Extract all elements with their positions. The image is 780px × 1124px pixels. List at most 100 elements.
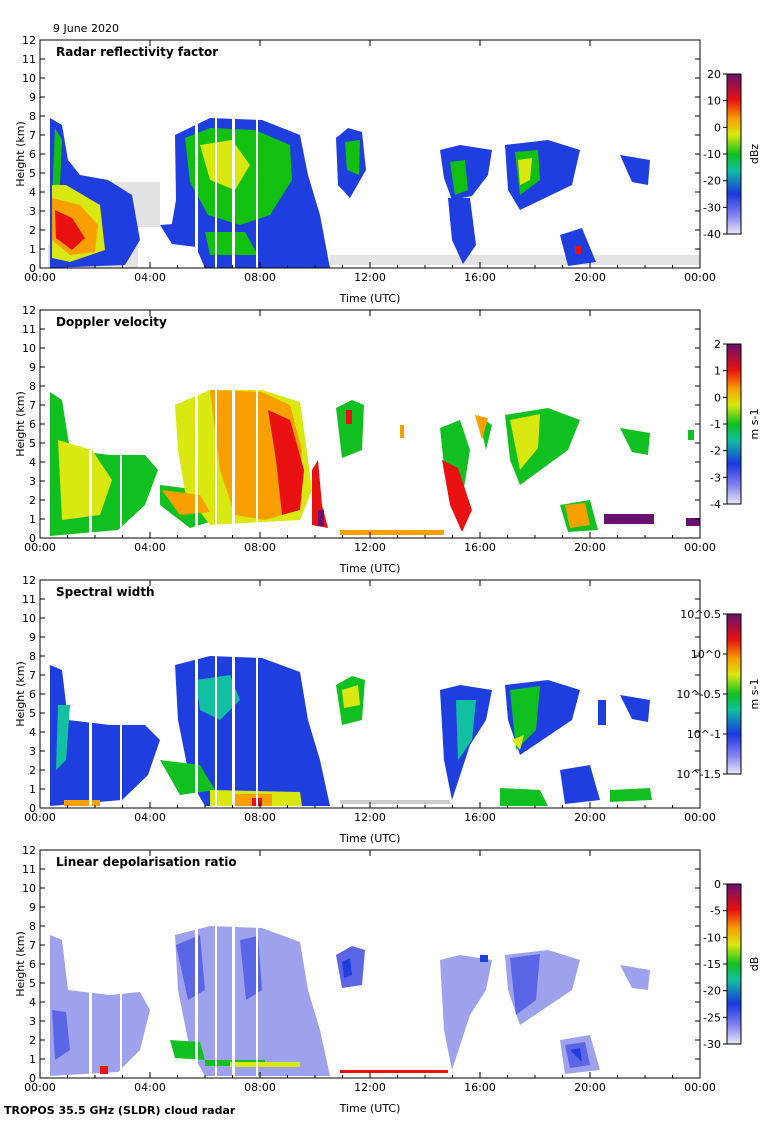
y-tick-label: 12 (22, 844, 36, 857)
x-tick-label: 12:00 (354, 541, 386, 554)
footer-label: TROPOS 35.5 GHz (SLDR) cloud radar (4, 1104, 236, 1117)
colorbar-ticks: 10^0.5 10^0 10^-0.5 10^-1 10^-1.5 (676, 608, 727, 781)
x-tick-label: 16:00 (464, 271, 496, 284)
y-tick-label: 3 (29, 1015, 36, 1028)
y-tick-label: 12 (22, 574, 36, 587)
x-tick-label: 00:00 (684, 1081, 716, 1094)
y-tick-label: 8 (29, 110, 36, 123)
x-axis: 00:00 04:00 08:00 12:00 16:00 20:00 00:00 (24, 850, 716, 1094)
x-tick-label: 00:00 (24, 541, 56, 554)
radar-echo-field (48, 118, 700, 268)
y-tick-label: 1 (29, 243, 36, 256)
colorbar (726, 73, 742, 235)
y-tick-label: 4 (29, 996, 36, 1009)
colorbar-tick-label: -2 (710, 445, 721, 458)
colorbar-tick-label: 1 (714, 365, 721, 378)
colorbar-ticks: 20 10 0 -10 -20 -30 -40 (703, 68, 727, 241)
y-tick-label: 10 (22, 882, 36, 895)
colorbar (726, 883, 742, 1045)
x-tick-label: 00:00 (684, 541, 716, 554)
y-tick-label: 0 (29, 262, 36, 275)
x-tick-label: 00:00 (24, 1081, 56, 1094)
x-tick-label: 04:00 (134, 541, 166, 554)
x-tick-label: 00:00 (24, 271, 56, 284)
colorbar-ticks: 2 1 0 -1 -2 -3 -4 (710, 338, 727, 511)
colorbar-tick-label: -10 (703, 931, 721, 944)
colorbar-tick-label: -30 (703, 1038, 721, 1051)
y-tick-label: 5 (29, 707, 36, 720)
x-tick-label: 04:00 (134, 811, 166, 824)
y-tick-label: 0 (29, 532, 36, 545)
colorbar-tick-label: 10 (707, 95, 721, 108)
y-tick-label: 4 (29, 186, 36, 199)
x-tick-label: 04:00 (134, 1081, 166, 1094)
colorbar-tick-label: 0 (714, 878, 721, 891)
y-axis-label: Height (km) (14, 931, 27, 997)
colorbar-tick-label: -5 (710, 905, 721, 918)
colorbar (726, 343, 742, 505)
panel-reflectivity: Radar reflectivity factor 01234567891011… (14, 34, 761, 305)
x-tick-label: 08:00 (244, 811, 276, 824)
panel-title: Doppler velocity (56, 315, 167, 329)
colorbar-tick-label: -3 (710, 471, 721, 484)
y-tick-label: 8 (29, 380, 36, 393)
colorbar-tick-label: -1 (710, 418, 721, 431)
y-tick-label: 10 (22, 72, 36, 85)
y-tick-label: 10 (22, 612, 36, 625)
x-axis: 00:00 04:00 08:00 12:00 16:00 20:00 00:00 (24, 580, 716, 824)
y-tick-label: 9 (29, 631, 36, 644)
y-tick-label: 6 (29, 688, 36, 701)
y-tick-label: 8 (29, 650, 36, 663)
y-tick-label: 5 (29, 437, 36, 450)
colorbar-tick-label: 10^-1 (687, 728, 721, 741)
y-tick-label: 8 (29, 920, 36, 933)
x-tick-label: 08:00 (244, 1081, 276, 1094)
panel-title: Linear depolarisation ratio (56, 855, 237, 869)
colorbar-tick-label: 10^0 (691, 648, 721, 661)
y-tick-label: 9 (29, 361, 36, 374)
x-tick-label: 12:00 (354, 1081, 386, 1094)
y-tick-label: 11 (22, 323, 36, 336)
radar-echo-field (50, 390, 700, 538)
colorbar-tick-label: -10 (703, 148, 721, 161)
y-tick-label: 5 (29, 167, 36, 180)
y-tick-label: 6 (29, 418, 36, 431)
y-axis-label: Height (km) (14, 391, 27, 457)
y-tick-label: 2 (29, 764, 36, 777)
y-tick-label: 1 (29, 1053, 36, 1066)
x-tick-label: 20:00 (574, 271, 606, 284)
y-tick-label: 9 (29, 91, 36, 104)
y-tick-label: 7 (29, 939, 36, 952)
colorbar-unit: dBz (748, 144, 761, 165)
x-axis-label: Time (UTC) (339, 562, 401, 575)
y-tick-label: 7 (29, 669, 36, 682)
panel-title: Spectral width (56, 585, 155, 599)
colorbar-tick-label: 10^0.5 (680, 608, 721, 621)
x-tick-label: 16:00 (464, 1081, 496, 1094)
colorbar-tick-label: 0 (714, 391, 721, 404)
x-axis-label: Time (UTC) (339, 1102, 401, 1115)
y-tick-label: 7 (29, 129, 36, 142)
y-tick-label: 5 (29, 977, 36, 990)
colorbar-tick-label: -4 (710, 498, 721, 511)
y-tick-label: 11 (22, 53, 36, 66)
colorbar-tick-label: -40 (703, 228, 721, 241)
radar-echo-field (50, 926, 650, 1076)
x-tick-label: 16:00 (464, 541, 496, 554)
x-axis-label: Time (UTC) (339, 292, 401, 305)
x-tick-label: 04:00 (134, 271, 166, 284)
y-tick-label: 12 (22, 34, 36, 47)
colorbar-tick-label: 10^-1.5 (676, 768, 721, 781)
y-tick-label: 0 (29, 1072, 36, 1085)
y-tick-label: 1 (29, 783, 36, 796)
colorbar-unit: dB (748, 957, 761, 972)
colorbar-tick-label: 2 (714, 338, 721, 351)
colorbar-unit: m s-1 (748, 409, 761, 440)
